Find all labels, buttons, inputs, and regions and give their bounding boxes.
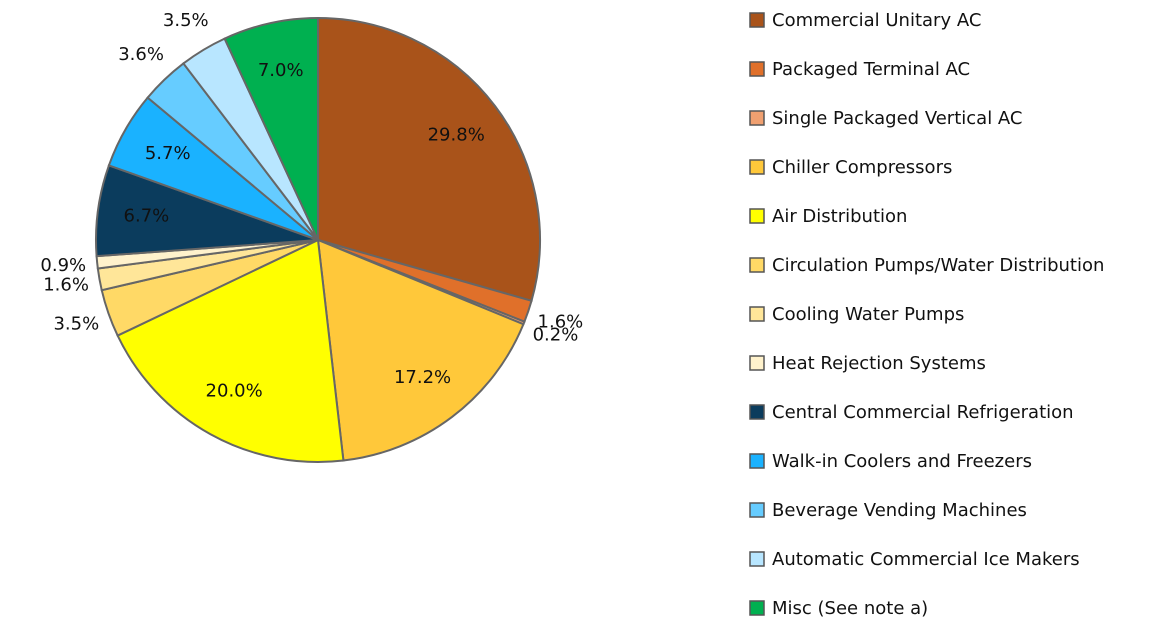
legend-label: Central Commercial Refrigeration xyxy=(772,402,1074,423)
pie-slice xyxy=(116,238,345,463)
pie-slice xyxy=(223,16,319,241)
pie-slice xyxy=(316,238,525,462)
data-label: 3.5% xyxy=(163,10,209,31)
legend-swatch xyxy=(749,551,765,567)
legend-swatch xyxy=(749,502,765,518)
legend-swatch xyxy=(749,110,765,126)
legend-label: Walk-in Coolers and Freezers xyxy=(772,451,1032,472)
data-label: 7.0% xyxy=(258,60,304,81)
legend-label: Single Packaged Vertical AC xyxy=(772,108,1022,129)
legend-label: Misc (See note a) xyxy=(772,598,928,617)
data-label: 1.6% xyxy=(538,311,584,332)
data-label: 1.6% xyxy=(43,274,89,295)
legend-swatch xyxy=(749,453,765,469)
legend-swatch xyxy=(749,600,765,616)
legend-swatch xyxy=(749,61,765,77)
data-label: 17.2% xyxy=(394,367,451,388)
legend-swatch xyxy=(749,208,765,224)
legend-label: Circulation Pumps/Water Distribution xyxy=(772,255,1104,276)
legend-swatch xyxy=(749,12,765,28)
legend-label: Commercial Unitary AC xyxy=(772,10,981,31)
legend-label: Beverage Vending Machines xyxy=(772,500,1027,521)
data-label: 20.0% xyxy=(206,381,263,402)
data-label: 5.7% xyxy=(145,143,191,164)
legend-swatch xyxy=(749,404,765,420)
data-label: 3.6% xyxy=(118,44,164,65)
data-label: 0.2% xyxy=(533,325,579,346)
data-label: 6.7% xyxy=(124,206,170,227)
legend-label: Automatic Commercial Ice Makers xyxy=(772,549,1080,570)
legend-label: Chiller Compressors xyxy=(772,157,952,178)
legend-label: Air Distribution xyxy=(772,206,907,227)
legend-swatch xyxy=(749,355,765,371)
data-label: 0.9% xyxy=(40,255,86,276)
legend-label: Heat Rejection Systems xyxy=(772,353,986,374)
legend-swatch xyxy=(749,257,765,273)
legend-swatch xyxy=(749,159,765,175)
data-label: 3.5% xyxy=(53,314,99,335)
legend-label: Cooling Water Pumps xyxy=(772,304,964,325)
legend-swatch xyxy=(749,306,765,322)
data-label: 29.8% xyxy=(428,125,485,146)
legend-label: Packaged Terminal AC xyxy=(772,59,970,80)
pie-slice xyxy=(317,16,541,303)
